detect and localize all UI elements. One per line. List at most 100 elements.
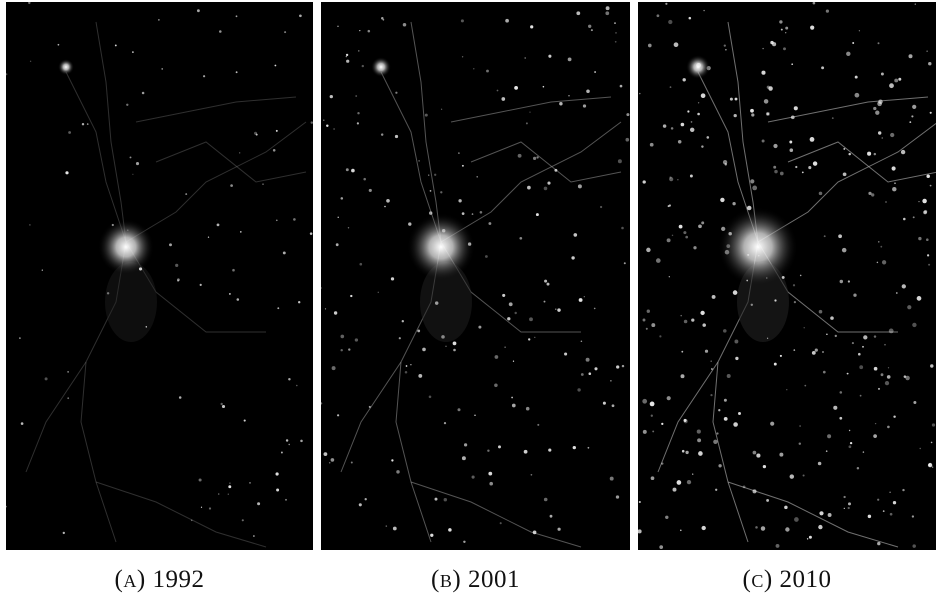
light-dot [677,179,679,181]
light-dot [29,60,32,62]
light-dot [203,75,206,78]
light-dot [651,323,656,328]
light-dot [799,425,801,427]
light-dot [358,503,362,507]
light-dot [463,443,468,447]
light-dot [548,448,552,452]
road-lights [657,361,719,473]
road-lights [95,21,127,243]
light-dot [912,104,917,110]
light-dot [700,93,706,99]
light-dot [141,91,145,95]
light-dot [350,294,353,298]
light-dot [701,145,704,148]
light-dot [723,398,727,402]
light-dot [642,318,646,322]
light-dot [669,86,672,88]
light-dot [528,338,531,341]
light-dot [785,26,789,30]
light-dot [763,99,769,104]
light-dot [534,336,536,338]
light-dot [554,168,558,172]
light-dot [65,171,69,175]
light-dot [441,335,445,339]
light-dot [783,47,786,51]
light-dot [239,152,241,154]
light-dot [428,395,432,399]
light-dot [668,204,672,207]
light-dot [862,451,865,453]
light-dot [396,470,400,474]
light-dot [734,339,739,344]
light-dot [235,71,238,74]
light-dot [722,160,728,165]
light-dot [28,2,31,5]
light-dot [253,131,258,135]
light-dot [576,11,581,16]
light-dot [839,279,844,284]
light-dot [422,347,426,352]
light-dot [228,292,231,295]
light-dot [809,137,815,142]
light-dot [611,404,615,408]
light-dot [766,498,770,502]
light-dot [773,143,778,149]
light-dot [508,302,513,307]
image-canvas [638,2,936,550]
light-dot [135,162,140,166]
light-dot [530,473,533,476]
light-dot [655,258,661,263]
light-dot [461,212,465,215]
light-dot [585,357,590,362]
light-dot [742,485,746,489]
light-dot [826,333,828,335]
light-dot [723,417,728,421]
light-dot [216,223,220,227]
light-dot [874,422,877,425]
light-dot [385,525,388,527]
light-dot [428,211,433,215]
light-dot [668,276,670,278]
light-dot [901,284,906,289]
light-dot [158,19,160,21]
light-dot [928,263,931,266]
light-dot [471,475,475,479]
light-dot [517,153,522,158]
light-dot [885,201,887,203]
light-dot [384,205,386,208]
light-dot [873,335,877,338]
light-dot [711,294,716,299]
light-dot [786,389,788,391]
light-dot [572,445,576,450]
light-dot [706,136,710,139]
light-dot [219,30,222,33]
light-dot [854,75,858,79]
light-dot [381,17,384,20]
road-lights [787,141,936,183]
light-dot [665,2,668,5]
light-dot [519,236,523,240]
light-dot [779,20,783,24]
road-lights [410,481,582,548]
light-dot [822,351,824,353]
light-dot [129,156,132,159]
light-dot [582,104,587,108]
light-dot [863,335,868,340]
road-lights [95,481,267,548]
light-dot [911,115,914,118]
light-dot [846,51,851,57]
light-dot [711,368,713,370]
light-dot [891,166,896,171]
light-dot [842,172,847,177]
light-dot [535,213,539,217]
light-dot [689,127,695,133]
light-dot [848,152,851,156]
light-dot [380,133,384,136]
light-dot [789,148,794,152]
light-dot [132,51,134,53]
light-dot [282,251,286,255]
background [321,2,630,550]
light-dot [762,47,764,50]
light-dot [821,66,825,70]
light-dot [310,121,313,124]
